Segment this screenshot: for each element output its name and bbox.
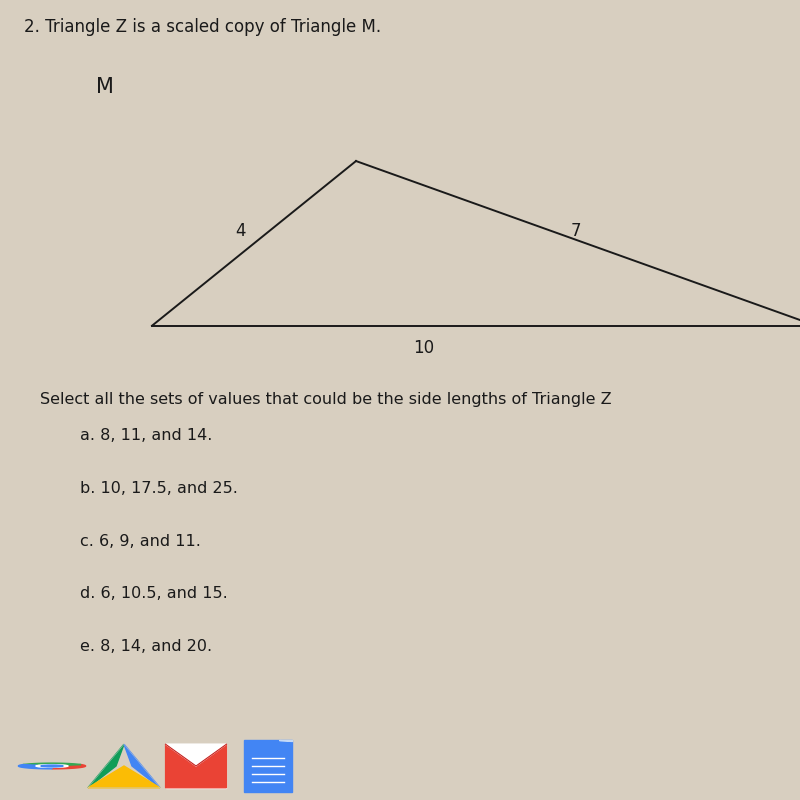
Text: M: M: [96, 77, 114, 97]
Text: Select all the sets of values that could be the side lengths of Triangle Z: Select all the sets of values that could…: [40, 392, 612, 406]
Polygon shape: [18, 765, 52, 769]
Polygon shape: [166, 744, 226, 766]
Text: 10: 10: [414, 338, 434, 357]
Polygon shape: [88, 744, 124, 788]
Bar: [244, 740, 292, 792]
Polygon shape: [124, 744, 160, 788]
Text: 4: 4: [234, 222, 246, 239]
Text: e. 8, 14, and 20.: e. 8, 14, and 20.: [80, 639, 212, 654]
Polygon shape: [23, 763, 81, 766]
Text: c. 6, 9, and 11.: c. 6, 9, and 11.: [80, 534, 201, 549]
Polygon shape: [166, 744, 226, 788]
Polygon shape: [279, 740, 292, 742]
Text: b. 10, 17.5, and 25.: b. 10, 17.5, and 25.: [80, 481, 238, 496]
Text: 2. Triangle Z is a scaled copy of Triangle M.: 2. Triangle Z is a scaled copy of Triang…: [24, 18, 381, 36]
Circle shape: [41, 765, 63, 767]
Text: 7: 7: [570, 222, 582, 239]
Text: a. 8, 11, and 14.: a. 8, 11, and 14.: [80, 428, 212, 443]
Polygon shape: [52, 765, 86, 769]
Polygon shape: [88, 766, 160, 788]
Bar: [166, 744, 226, 788]
Circle shape: [36, 765, 68, 767]
Text: d. 6, 10.5, and 15.: d. 6, 10.5, and 15.: [80, 586, 228, 602]
